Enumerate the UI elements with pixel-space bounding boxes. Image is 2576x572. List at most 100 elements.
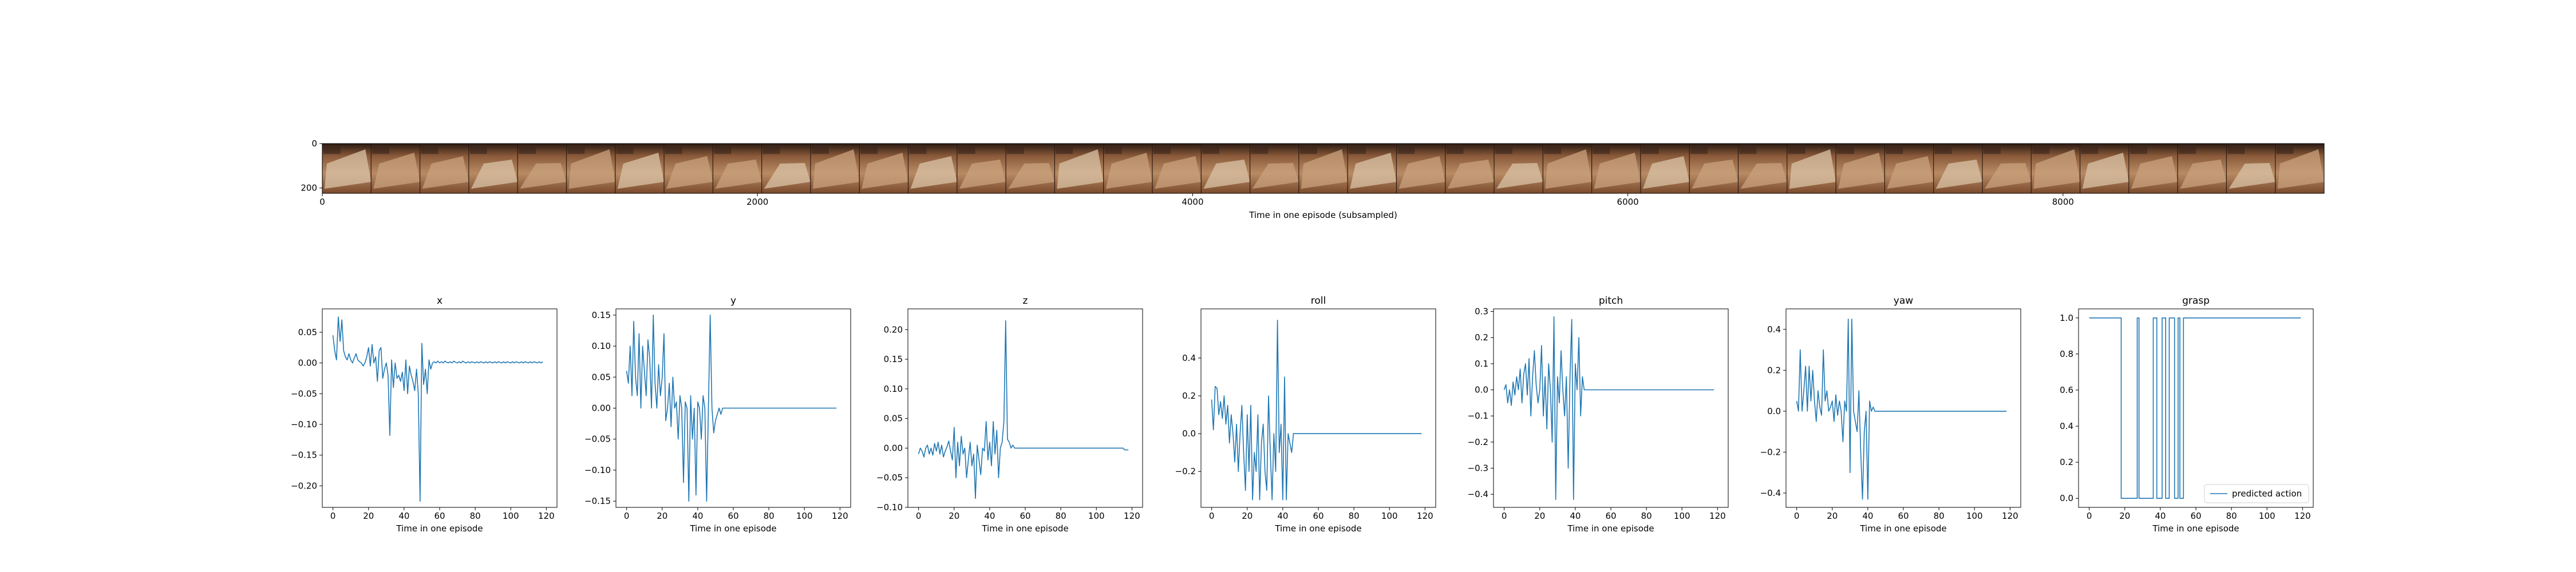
action-plots: x0 20 40 60 80 100 1200.050.00−0.05−0.10−0.15−… xyxy=(291,295,2314,534)
x-tick-label: 120 xyxy=(1709,511,1726,521)
panel-title: z xyxy=(1023,295,1028,307)
x-tick-label: 120 xyxy=(832,511,848,521)
camera-frame xyxy=(907,144,958,193)
x-tick-label: 40 xyxy=(2155,511,2166,521)
camera-frame xyxy=(1542,144,1593,193)
x-tick-label: 20 xyxy=(657,511,667,521)
camera-frame xyxy=(2079,144,2129,193)
y-tick-label: 0.0 xyxy=(2060,493,2073,503)
x-axis-label: Time in one episode xyxy=(1274,523,1361,534)
x-tick-label: 60 xyxy=(728,511,738,521)
y-tick-label: 0.2 xyxy=(2060,457,2073,467)
camera-frame xyxy=(2128,144,2178,193)
y-tick-label: 0.4 xyxy=(2060,421,2073,431)
x-tick-label: 100 xyxy=(503,511,519,521)
x-axis-label: Time in one episode xyxy=(981,523,1068,534)
legend: predicted action xyxy=(2204,484,2309,503)
y-tick-label: 0.6 xyxy=(2060,385,2073,395)
strip-x-tick-label: 6000 xyxy=(1617,197,1639,207)
camera-frame xyxy=(419,144,469,193)
y-tick-label: −0.4 xyxy=(1760,488,1781,498)
camera-frame xyxy=(1054,144,1104,193)
y-tick-label: −0.1 xyxy=(1468,411,1488,421)
y-tick-label: 0.1 xyxy=(1475,359,1488,369)
strip-x-tick-label: 8000 xyxy=(2052,197,2074,207)
y-tick-label: 0.2 xyxy=(1767,365,1781,375)
camera-frame xyxy=(1445,144,1495,193)
panel-title: y xyxy=(730,295,736,307)
y-tick-label: −0.05 xyxy=(584,434,611,444)
x-tick-label: 0 xyxy=(1209,511,1215,521)
x-tick-label: 60 xyxy=(1605,511,1616,521)
x-tick-label: 100 xyxy=(796,511,813,521)
x-axis-label: Time in one episode xyxy=(396,523,483,534)
frames xyxy=(322,144,2324,193)
x-tick-label: 20 xyxy=(1242,511,1253,521)
x-tick-label: 40 xyxy=(398,511,409,521)
axes-frame xyxy=(1493,308,1729,508)
x-tick-label: 80 xyxy=(2226,511,2237,521)
y-tick-label: 0.00 xyxy=(884,443,903,453)
x-tick-label: 120 xyxy=(2002,511,2018,521)
series-line xyxy=(1211,319,1422,500)
camera-frame xyxy=(1933,144,1983,193)
camera-frame xyxy=(1982,144,2032,193)
strip-y-tick-label: 200 xyxy=(301,183,317,193)
y-tick-label: 0.05 xyxy=(884,414,903,424)
panel-x: x 0 20 40 60 80 100 120 0.05 0.00 −0.05 −0.10 −0.15 −… xyxy=(291,295,558,534)
camera-frame xyxy=(1591,144,1641,193)
camera-frame xyxy=(1737,144,1788,193)
series-line xyxy=(626,314,837,502)
x-tick-label: 0 xyxy=(916,511,922,521)
y-tick-label: −0.15 xyxy=(291,450,317,460)
y-tick-label: 0.0 xyxy=(1182,428,1196,439)
panel-z: z 0 20 40 60 80 100 120 0.20 0.15 0.10 0.05 0.00 −0.0… xyxy=(876,295,1143,534)
x-tick-label: 80 xyxy=(470,511,481,521)
camera-frame xyxy=(2177,144,2227,193)
camera-frame xyxy=(859,144,909,193)
x-tick-label: 100 xyxy=(2259,511,2275,521)
strip-x-tick-label: 4000 xyxy=(1182,197,1203,207)
x-tick-label: 120 xyxy=(1417,511,1433,521)
camera-frame xyxy=(1884,144,1934,193)
panel-title: pitch xyxy=(1599,295,1623,307)
camera-frame xyxy=(1640,144,1690,193)
camera-frame xyxy=(1835,144,1885,193)
camera-frame xyxy=(322,144,372,193)
x-tick-label: 20 xyxy=(2119,511,2130,521)
y-tick-label: 0.15 xyxy=(592,310,611,320)
y-tick-label: 0.10 xyxy=(884,384,903,394)
panel-y: y 0 20 40 60 80 100 120 0.15 0.10 0.05 0.00 −0.05 −0.… xyxy=(584,295,851,534)
camera-frame xyxy=(663,144,713,193)
y-tick-label: −0.2 xyxy=(1468,437,1488,447)
camera-frame xyxy=(1249,144,1299,193)
camera-frame xyxy=(370,144,421,193)
y-tick-label: 0.0 xyxy=(1475,385,1488,395)
x-tick-label: 40 xyxy=(984,511,995,521)
x-tick-label: 0 xyxy=(330,511,336,521)
camera-frame xyxy=(1152,144,1202,193)
strip-x-axis-label: Time in one episode (subsampled) xyxy=(1249,210,1397,220)
axes-frame xyxy=(1200,308,1436,508)
y-tick-label: −0.2 xyxy=(1760,447,1781,457)
camera-frame xyxy=(2030,144,2081,193)
y-tick-label: −0.2 xyxy=(1175,466,1196,476)
strip-y-tick-label: 0 xyxy=(311,138,317,149)
x-tick-label: 20 xyxy=(1827,511,1838,521)
x-tick-label: 60 xyxy=(434,511,445,521)
camera-frame xyxy=(1298,144,1348,193)
strip-frame xyxy=(322,143,2325,194)
x-tick-label: 80 xyxy=(1641,511,1652,521)
camera-frame xyxy=(615,144,665,193)
camera-frame xyxy=(517,144,567,193)
x-axis-label: Time in one episode xyxy=(1567,523,1654,534)
x-tick-label: 120 xyxy=(1124,511,1140,521)
panel-title: yaw xyxy=(1894,295,1913,307)
panel-roll: roll 0 20 40 60 80 100 120 0.4 0.2 0.0 −0.2 Time in … xyxy=(1175,295,1436,534)
axes-frame xyxy=(322,308,558,508)
y-tick-label: 1.0 xyxy=(2060,313,2073,323)
panel-title: roll xyxy=(1311,295,1326,307)
y-tick-label: −0.10 xyxy=(584,465,611,475)
y-tick-label: 0.4 xyxy=(1767,324,1781,335)
